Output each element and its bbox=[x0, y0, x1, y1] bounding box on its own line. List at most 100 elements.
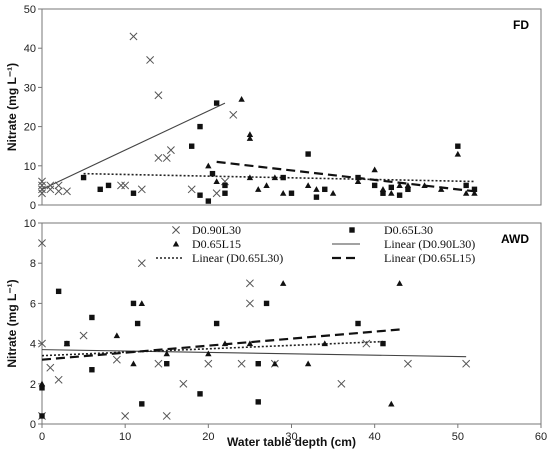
data-point bbox=[404, 182, 412, 188]
data-point bbox=[246, 340, 254, 347]
data-point bbox=[355, 174, 361, 181]
y-tick-label: 6 bbox=[30, 298, 36, 310]
legend-label: D0.65L30 bbox=[384, 223, 433, 237]
trendline-d090l30 bbox=[41, 349, 467, 358]
data-point bbox=[204, 359, 213, 368]
data-point bbox=[221, 340, 229, 347]
data-point bbox=[38, 339, 46, 348]
data-point bbox=[371, 182, 378, 189]
data-point bbox=[54, 187, 63, 196]
data-point bbox=[354, 178, 362, 185]
legend-label: Linear (D0.90L30) bbox=[384, 237, 475, 251]
data-point bbox=[279, 190, 287, 196]
data-point bbox=[463, 182, 469, 189]
series-d065l30 bbox=[80, 100, 478, 204]
data-point bbox=[79, 331, 88, 340]
data-point bbox=[38, 380, 46, 387]
data-point bbox=[438, 186, 445, 192]
plot-frame bbox=[41, 8, 542, 206]
legend-marker bbox=[172, 240, 180, 247]
panel-fd: 0 10 20 30 40 50 Nitrate (mg L⁻¹) FD bbox=[5, 4, 542, 212]
data-point bbox=[396, 280, 403, 286]
data-point bbox=[405, 186, 411, 193]
data-point bbox=[121, 412, 130, 420]
series-d065l15 bbox=[38, 280, 403, 407]
data-point bbox=[222, 190, 228, 196]
x-tick-label: 10 bbox=[119, 431, 131, 443]
data-point bbox=[271, 174, 279, 181]
data-point bbox=[197, 192, 203, 198]
data-point bbox=[471, 190, 478, 196]
data-point bbox=[462, 190, 470, 196]
y-tick-label: 0 bbox=[30, 200, 36, 212]
data-point bbox=[129, 32, 138, 41]
data-point bbox=[205, 350, 212, 357]
data-point bbox=[271, 360, 279, 367]
data-point bbox=[163, 350, 170, 357]
legend-label: Linear (D0.65L30) bbox=[192, 251, 283, 265]
series-d090l30 bbox=[38, 239, 471, 420]
y-tick-label: 0 bbox=[30, 419, 36, 431]
data-point bbox=[396, 182, 403, 188]
data-point bbox=[396, 192, 403, 198]
data-point bbox=[313, 186, 320, 192]
data-point bbox=[355, 320, 361, 327]
data-point bbox=[205, 162, 212, 169]
data-point bbox=[130, 190, 137, 196]
data-point bbox=[97, 186, 103, 193]
data-point bbox=[237, 359, 246, 368]
data-point bbox=[212, 189, 221, 198]
data-point bbox=[139, 401, 145, 407]
data-point bbox=[146, 56, 155, 64]
trendline-d065l30 bbox=[83, 172, 475, 183]
data-point bbox=[280, 174, 286, 181]
data-point bbox=[379, 186, 387, 192]
data-point bbox=[380, 190, 386, 196]
series-d065l15 bbox=[205, 95, 478, 196]
data-point bbox=[89, 367, 95, 373]
data-point bbox=[137, 259, 146, 268]
data-point bbox=[46, 363, 55, 372]
data-point bbox=[421, 182, 428, 188]
data-point bbox=[89, 314, 95, 321]
data-point bbox=[304, 182, 312, 188]
data-point bbox=[130, 300, 137, 307]
legend-label: Linear (D0.65L15) bbox=[384, 251, 475, 265]
data-point bbox=[46, 181, 55, 190]
data-point bbox=[80, 174, 87, 181]
data-point bbox=[213, 178, 220, 185]
x-tick-label: 50 bbox=[452, 431, 464, 443]
data-point bbox=[288, 190, 295, 196]
y-axis-title: Nitrate (mg L⁻¹) bbox=[5, 63, 19, 151]
data-point bbox=[454, 150, 462, 157]
data-point bbox=[187, 185, 196, 194]
data-point bbox=[255, 361, 261, 367]
data-point bbox=[209, 170, 216, 177]
data-point bbox=[189, 143, 195, 149]
data-point bbox=[130, 360, 137, 367]
data-point bbox=[166, 146, 175, 155]
legend-marker bbox=[172, 226, 180, 234]
data-point bbox=[46, 185, 55, 194]
data-point bbox=[113, 332, 121, 339]
y-tick-label: 40 bbox=[24, 43, 36, 55]
data-point bbox=[162, 154, 171, 162]
data-point bbox=[38, 181, 46, 190]
data-point bbox=[39, 385, 45, 391]
data-point bbox=[245, 279, 254, 288]
y-tick-label: 30 bbox=[24, 82, 36, 94]
data-point bbox=[55, 288, 62, 295]
y-axis-title: Nitrate (mg L⁻¹) bbox=[5, 279, 19, 367]
y-tick-label: 50 bbox=[24, 4, 36, 16]
data-point bbox=[229, 110, 238, 119]
x-tick-label: 40 bbox=[369, 431, 381, 443]
data-point bbox=[38, 185, 46, 194]
data-point bbox=[38, 189, 46, 198]
data-point bbox=[117, 181, 125, 190]
data-point bbox=[321, 340, 328, 347]
data-point bbox=[255, 186, 262, 192]
data-point bbox=[462, 359, 471, 368]
y-tick-label: 10 bbox=[24, 218, 36, 230]
legend-marker bbox=[349, 227, 355, 233]
data-point bbox=[164, 361, 170, 367]
